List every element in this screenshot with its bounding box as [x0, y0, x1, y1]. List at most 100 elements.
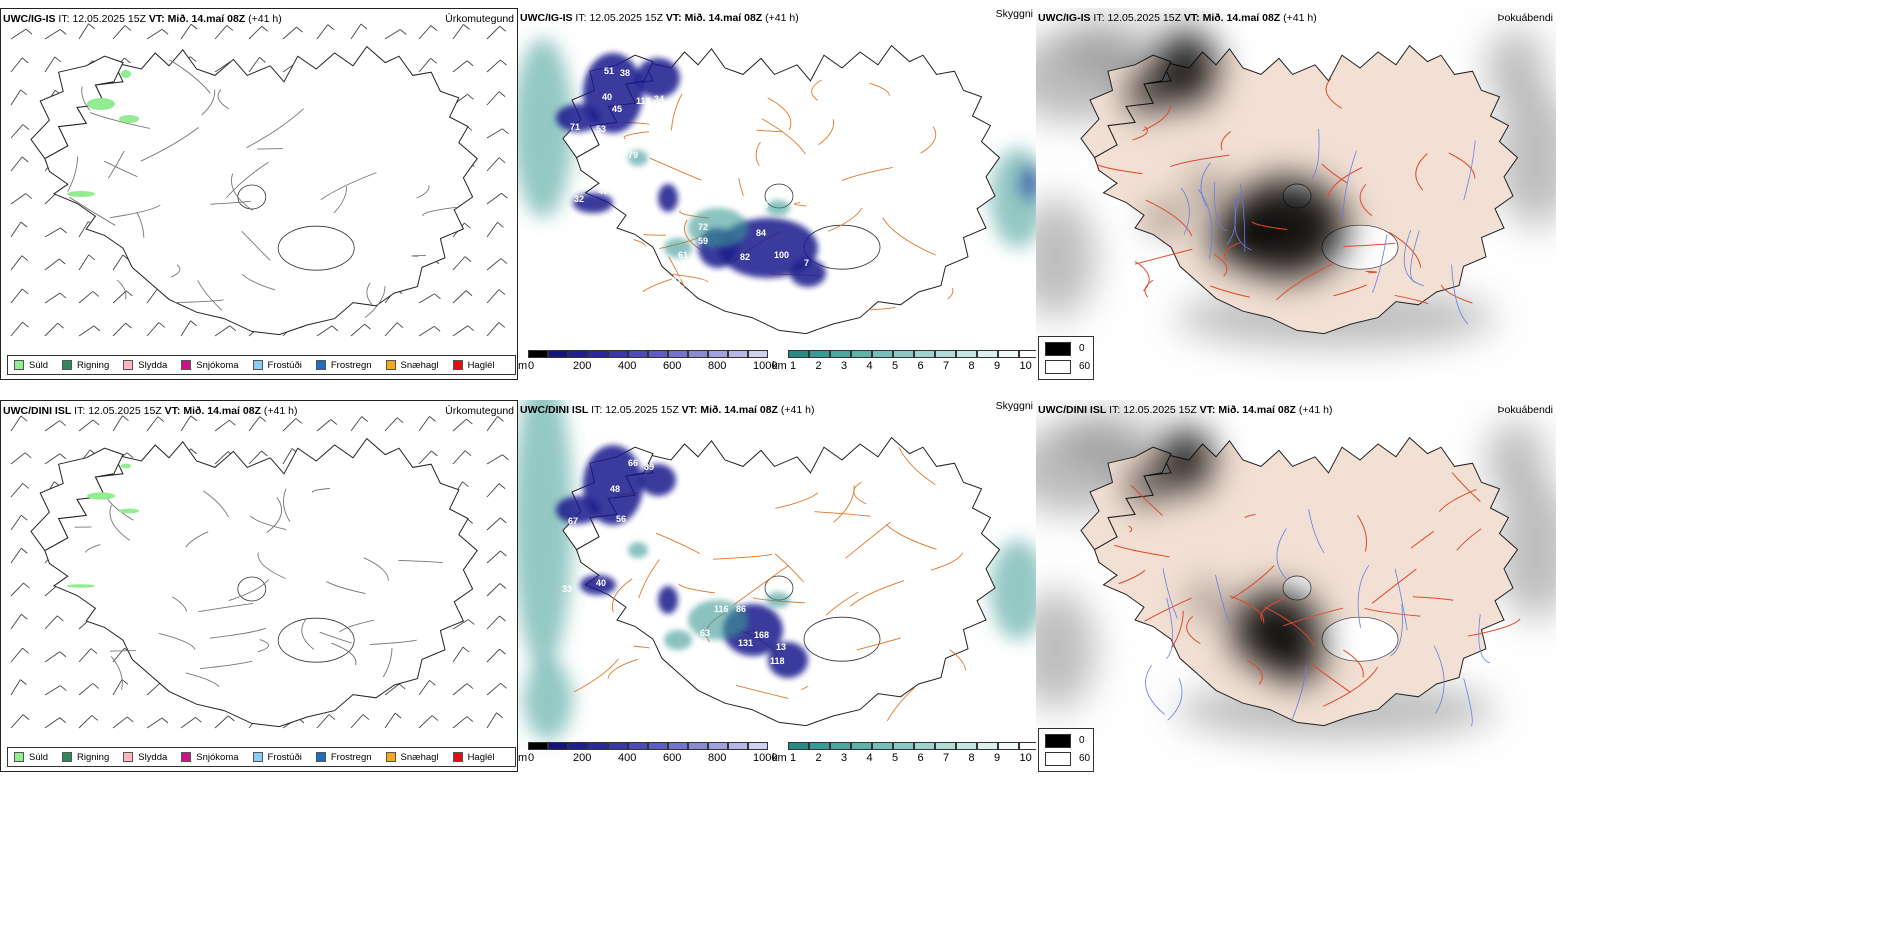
colorbar-tick: 400 [618, 360, 637, 372]
cloud-base-label: 77 [628, 195, 638, 205]
legend-item: Haglél [452, 360, 495, 371]
valid-time: Mið. 14.maí 08Z [167, 13, 246, 25]
colorbar-tick: 600 [663, 360, 682, 372]
fog-index-legend: 0 60 [1038, 336, 1094, 380]
legend-item: Haglél [452, 752, 495, 763]
legend-label: Slydda [138, 751, 168, 763]
colorbar-tick: 600 [663, 752, 682, 764]
vt-label: VT: [148, 13, 165, 25]
legend-swatch [385, 360, 396, 370]
cloud-base-label: 56 [616, 514, 626, 524]
cloud-base-label: 53 [596, 124, 606, 134]
legend-label: Frostregn [330, 751, 372, 763]
legend-label: Rigning [77, 359, 110, 371]
cloud-base-label: 59 [698, 236, 708, 246]
colorbar-tick: 9 [994, 752, 1001, 764]
land-shape [575, 44, 1001, 335]
legend-swatch [62, 360, 73, 370]
cloud-base-label: 40 [596, 578, 606, 588]
land-shape [44, 45, 478, 336]
cloud-base-label: 87 [672, 275, 682, 285]
precip-type-legend: Súld Rigning Slydda Snjókoma Frostúði Frostre… [7, 747, 516, 767]
legend-swatch [1045, 734, 1071, 748]
cloud-base-label: 34 [654, 94, 664, 104]
colorbar-tick: 7 [943, 752, 950, 764]
panel-title: UWC/IG-IS IT: 12.05.2025 15Z VT: Mið. 14… [3, 13, 282, 25]
model-name: UWC/IG-IS [520, 12, 573, 24]
cloud-base-label: 40 [598, 186, 608, 196]
colorbar-tick: 10 [1019, 360, 1032, 372]
cloud-base-label: 67 [568, 516, 578, 526]
field-name: Skyggni [995, 400, 1033, 412]
colorbar-tick: 0 [528, 360, 535, 372]
vt-label: VT: [1199, 404, 1216, 416]
it-label: IT: [1093, 12, 1105, 24]
legend-label: Súld [29, 751, 49, 763]
drizzle-areas [67, 463, 139, 588]
colorbar-tick: 3 [841, 360, 848, 372]
legend-swatch [252, 752, 263, 762]
cloud-base-label: 84 [756, 228, 766, 238]
legend-swatch [62, 752, 73, 762]
lead-time: (+41 h) [1298, 404, 1333, 416]
cloud-base-label: 118 [636, 96, 651, 106]
panel-title: UWC/IG-IS IT: 12.05.2025 15Z VT: Mið. 14… [1038, 12, 1317, 24]
vt-label: VT: [681, 404, 698, 416]
model-name: UWC/DINI ISL [3, 405, 72, 417]
visibility-colorbar: km 1 2 3 4 5 6 7 8 9 10 [772, 742, 1036, 772]
colorbar-tick: 0 [528, 752, 535, 764]
cloud-base-label: 88 [758, 200, 768, 210]
it-label: IT: [1109, 404, 1121, 416]
field-name: Úrkomutegund [445, 13, 514, 25]
legend-label: Snæhagl [400, 359, 439, 371]
field-name: Þokuábendi [1497, 404, 1553, 416]
cloud-base-label: 40 [602, 92, 612, 102]
precip-type-legend: Súld Rigning Slydda Snjókoma Frostúði Frostre… [7, 355, 516, 375]
issue-time: 12.05.2025 15Z [72, 13, 146, 25]
legend-label: Slydda [138, 359, 168, 371]
cloud-base-label: 72 [698, 222, 708, 232]
visibility-colorbar: km 1 2 3 4 5 6 7 8 9 10 [772, 350, 1036, 380]
legend-label: 60 [1079, 753, 1091, 764]
vt-label: VT: [665, 12, 682, 24]
cloud-base-label: 38 [620, 68, 630, 78]
lead-time: (+41 h) [1283, 12, 1317, 24]
it-label: IT: [591, 404, 603, 416]
cloud-base-label: 79 [628, 150, 638, 160]
fog-index-map-row-2: UWC/DINI ISL IT: 12.05.2025 15Z VT: Mið.… [1036, 400, 1556, 772]
glacier [277, 225, 355, 271]
cloud-base-label: 71 [570, 122, 580, 132]
precip-type-map-row-2: UWC/DINI ISL IT: 12.05.2025 15Z VT: Mið.… [0, 400, 518, 772]
legend-item: Slydda [123, 360, 167, 371]
panel-title: UWC/DINI ISL IT: 12.05.2025 15Z VT: Mið.… [1038, 404, 1332, 416]
cloud-base-label: 82 [740, 252, 750, 262]
valid-time: Mið. 14.maí 08Z [183, 405, 261, 417]
legend-swatch [181, 360, 192, 370]
legend-label: 0 [1079, 735, 1085, 746]
it-label: IT: [575, 12, 587, 24]
cloud-base-label: 61 [678, 250, 688, 260]
map-canvas [1036, 410, 1556, 740]
colorbar-tick: 7 [943, 360, 950, 372]
glacier [803, 616, 881, 662]
map-canvas [10, 415, 509, 729]
cloud-base-label: 51 [604, 66, 614, 76]
issue-time: 12.05.2025 15Z [605, 404, 679, 416]
colorbar-tick: 200 [573, 360, 592, 372]
precip-type-map-row-1: UWC/IG-IS IT: 12.05.2025 15Z VT: Mið. 14… [0, 8, 518, 380]
cloud-base-label: 72 [736, 292, 746, 302]
fog-index-legend: 0 60 [1038, 728, 1094, 772]
cloud-base-label: 60 [642, 504, 652, 514]
lead-time: (+41 h) [780, 404, 815, 416]
valid-time: Mið. 14.maí 08Z [1218, 404, 1296, 416]
issue-time: 12.05.2025 15Z [1107, 12, 1181, 24]
low-visibility-sea [518, 400, 1036, 740]
colorbar-tick: 6 [917, 752, 924, 764]
legend-item: Rigning [62, 360, 109, 371]
cloud-base-label: 32 [574, 194, 584, 204]
panel-title: UWC/DINI ISL IT: 12.05.2025 15Z VT: Mið.… [520, 404, 814, 416]
cloud-base-label: 48 [610, 484, 620, 494]
